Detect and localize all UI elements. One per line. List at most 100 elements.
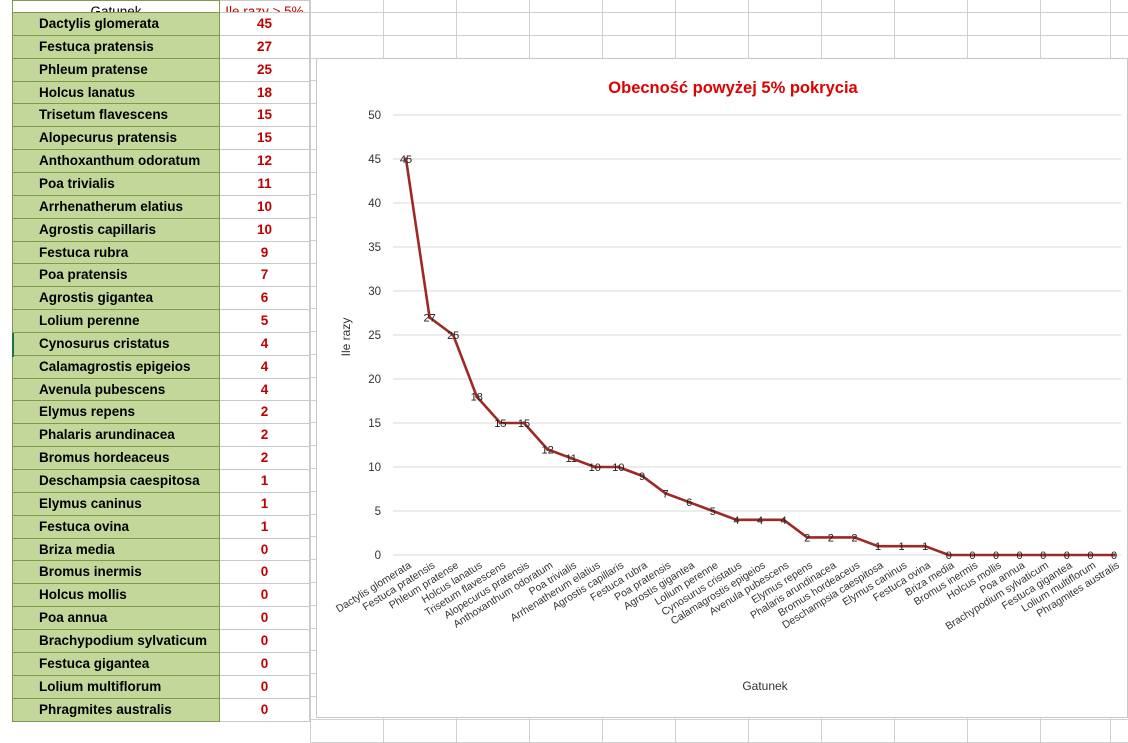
data-label: 0 — [1111, 550, 1117, 562]
y-tick-label: 25 — [368, 330, 381, 342]
species-count-cell[interactable]: 1 — [220, 515, 310, 539]
species-name-cell[interactable]: Calamagrostis epigeios — [12, 355, 220, 379]
data-label: 15 — [518, 418, 530, 430]
data-label: 9 — [639, 471, 645, 483]
data-point — [1088, 553, 1092, 557]
species-name-cell[interactable]: Phleum pratense — [12, 58, 220, 82]
species-name-cell[interactable]: Dactylis glomerata — [12, 12, 220, 36]
species-count-cell[interactable]: 27 — [220, 35, 310, 59]
species-name-cell[interactable]: Anthoxanthum odoratum — [12, 149, 220, 173]
data-point — [640, 474, 644, 478]
data-label: 2 — [804, 532, 810, 544]
species-count-cell[interactable]: 25 — [220, 58, 310, 82]
species-name-cell[interactable]: Poa pratensis — [12, 263, 220, 287]
sheet-gridline-h — [310, 719, 1128, 720]
data-point — [498, 421, 502, 425]
species-count-cell[interactable]: 4 — [220, 378, 310, 402]
species-name-cell[interactable]: Elymus repens — [12, 400, 220, 424]
species-name-cell[interactable]: Trisetum flavescens — [12, 103, 220, 127]
data-label: 0 — [1064, 550, 1070, 562]
data-point — [522, 421, 526, 425]
data-point — [546, 447, 550, 451]
data-point — [876, 544, 880, 548]
species-name-cell[interactable]: Bromus hordeaceus — [12, 446, 220, 470]
species-count-cell[interactable]: 0 — [220, 675, 310, 699]
species-name-cell[interactable]: Festuca rubra — [12, 241, 220, 265]
species-name-cell[interactable]: Festuca pratensis — [12, 35, 220, 59]
data-point — [664, 491, 668, 495]
species-name-cell[interactable]: Holcus mollis — [12, 583, 220, 607]
species-name-cell[interactable]: Lolium perenne — [12, 309, 220, 333]
species-name-cell[interactable]: Deschampsia caespitosa — [12, 469, 220, 493]
data-label: 0 — [1017, 550, 1023, 562]
line-chart[interactable]: 0 5 10 15 20 25 30 35 40 45 50 Obecność powyżej 5% … — [316, 58, 1128, 718]
species-name-cell[interactable]: Cynosurus cristatus — [12, 332, 220, 356]
species-name-cell[interactable]: Festuca gigantea — [12, 652, 220, 676]
species-name-cell[interactable]: Alopecurus pratensis — [12, 126, 220, 150]
species-name-cell[interactable]: Bromus inermis — [12, 560, 220, 584]
species-name-cell[interactable]: Avenula pubescens — [12, 378, 220, 402]
data-label: 0 — [993, 550, 999, 562]
species-count-cell[interactable]: 10 — [220, 195, 310, 219]
species-count-cell[interactable]: 2 — [220, 400, 310, 424]
data-point — [711, 509, 715, 513]
species-count-cell[interactable]: 2 — [220, 423, 310, 447]
data-label: 7 — [663, 488, 669, 500]
species-count-cell[interactable]: 2 — [220, 446, 310, 470]
species-count-cell[interactable]: 0 — [220, 560, 310, 584]
species-count-cell[interactable]: 15 — [220, 126, 310, 150]
data-point — [923, 544, 927, 548]
species-name-cell[interactable]: Festuca ovina — [12, 515, 220, 539]
species-count-cell[interactable]: 11 — [220, 172, 310, 196]
species-count-cell[interactable]: 0 — [220, 698, 310, 722]
species-name-cell[interactable]: Agrostis gigantea — [12, 286, 220, 310]
species-count-cell[interactable]: 6 — [220, 286, 310, 310]
species-count-cell[interactable]: 45 — [220, 12, 310, 36]
data-label: 15 — [494, 418, 506, 430]
species-count-cell[interactable]: 0 — [220, 606, 310, 630]
species-name-cell[interactable]: Poa annua — [12, 606, 220, 630]
data-label: 2 — [851, 532, 857, 544]
species-count-cell[interactable]: 0 — [220, 538, 310, 562]
data-label: 0 — [1040, 550, 1046, 562]
sheet-gridline-h — [310, 12, 1128, 13]
data-label: 0 — [1087, 550, 1093, 562]
species-count-cell[interactable]: 18 — [220, 81, 310, 105]
species-name-cell[interactable]: Lolium multiflorum — [12, 675, 220, 699]
data-label: 5 — [710, 506, 716, 518]
species-name-cell[interactable]: Holcus lanatus — [12, 81, 220, 105]
data-point — [829, 535, 833, 539]
y-tick-label: 10 — [368, 462, 381, 474]
species-name-cell[interactable]: Agrostis capillaris — [12, 218, 220, 242]
species-name-cell[interactable]: Briza media — [12, 538, 220, 562]
species-name-cell[interactable]: Arrhenatherum elatius — [12, 195, 220, 219]
y-tick-label: 40 — [368, 198, 381, 210]
species-name-cell[interactable]: Phragmites australis — [12, 698, 220, 722]
species-name-cell[interactable]: Elymus caninus — [12, 492, 220, 516]
species-count-cell[interactable]: 5 — [220, 309, 310, 333]
species-count-cell[interactable]: 0 — [220, 583, 310, 607]
data-label: 4 — [781, 515, 787, 527]
data-point — [593, 465, 597, 469]
species-count-cell[interactable]: 0 — [220, 652, 310, 676]
species-name-cell[interactable]: Phalaris arundinacea — [12, 423, 220, 447]
species-name-cell[interactable]: Poa trivialis — [12, 172, 220, 196]
species-count-cell[interactable]: 4 — [220, 355, 310, 379]
species-count-cell[interactable]: 7 — [220, 263, 310, 287]
species-count-cell[interactable]: 10 — [220, 218, 310, 242]
species-count-cell[interactable]: 12 — [220, 149, 310, 173]
species-count-cell[interactable]: 1 — [220, 492, 310, 516]
species-count-cell[interactable]: 0 — [220, 629, 310, 653]
species-name-cell[interactable]: Brachypodium sylvaticum — [12, 629, 220, 653]
species-count-cell[interactable]: 1 — [220, 469, 310, 493]
data-label: 0 — [946, 550, 952, 562]
data-point — [1065, 553, 1069, 557]
data-label: 10 — [589, 462, 601, 474]
data-point — [852, 535, 857, 539]
species-count-cell[interactable]: 4 — [220, 332, 310, 356]
data-point — [616, 465, 620, 469]
species-count-cell[interactable]: 9 — [220, 241, 310, 265]
species-count-cell[interactable]: 15 — [220, 103, 310, 127]
